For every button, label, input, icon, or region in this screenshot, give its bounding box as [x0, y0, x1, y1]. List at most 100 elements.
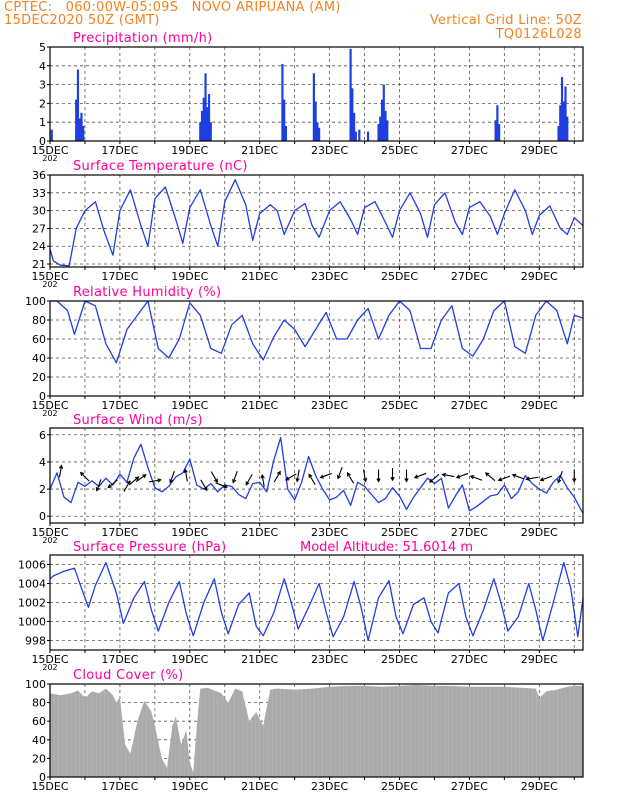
wind-arrow: [273, 470, 281, 483]
y-tick-label: 0: [39, 771, 46, 784]
wind-arrow: [210, 471, 218, 484]
wind-arrow-shaft: [470, 475, 483, 481]
precip-bar: [386, 120, 389, 141]
precip-bar: [75, 99, 78, 141]
wind-arrow-shaft: [526, 476, 539, 480]
y-tick-label: 1004: [18, 578, 46, 591]
wind-arrow-shaft: [429, 473, 440, 483]
wind-arrow-head: [183, 468, 188, 474]
header-station: CPTEC: 060:00W-05:09S NOVO ARIPUANA (AM): [4, 0, 341, 15]
cloud-cover-area: [50, 684, 583, 777]
panel-annotation: Model Altitude: 51.6014 m: [300, 540, 473, 555]
precip-bar: [379, 116, 382, 141]
panel-title: Surface Wind (m/s): [73, 413, 203, 428]
x-tick-label: 15DEC: [31, 399, 68, 412]
wind-arrow-head: [142, 474, 147, 479]
x-tick-label: 21DEC: [241, 526, 278, 539]
precip-bar: [564, 86, 567, 141]
wind-arrow-head: [134, 476, 140, 481]
wind-arrow: [200, 479, 208, 492]
y-tick-label: 100: [25, 678, 46, 691]
x-tick-label: 21DEC: [241, 653, 278, 666]
precip-bar: [202, 97, 205, 141]
wind-arrow-shaft: [362, 469, 367, 482]
precip-bar: [560, 77, 564, 141]
wind-arrow-shaft: [148, 479, 161, 483]
wind-arrow-head: [276, 470, 281, 476]
x-tick-label: 29DEC: [521, 526, 558, 539]
wind-arrow-head: [284, 476, 290, 481]
wind-arrow-head: [260, 473, 265, 479]
precip-bar: [80, 112, 83, 141]
wind-arrow: [58, 464, 64, 478]
y-tick-label: 36: [32, 169, 46, 182]
x-tick-label: 25DEC: [381, 270, 418, 283]
wind-arrow: [107, 479, 118, 489]
x-tick-label: 27DEC: [451, 270, 488, 283]
y-tick-label: 100: [25, 295, 46, 308]
x-tick-label: 23DEC: [311, 653, 348, 666]
wind-arrow: [232, 471, 238, 484]
wind-arrow-head: [525, 476, 530, 481]
precip-bar: [312, 73, 315, 141]
wind-arrow-head: [469, 475, 475, 480]
x-year-label-clipped: 202: [42, 663, 57, 672]
wind-arrow: [336, 466, 343, 480]
y-tick-label: 0: [39, 135, 46, 148]
wind-arrow-shaft: [273, 471, 281, 483]
precip-bar: [316, 122, 319, 141]
wind-arrow: [135, 474, 147, 483]
precip-bar: [354, 131, 357, 141]
wind-arrow-head: [428, 478, 434, 483]
wind-arrow-shaft: [498, 475, 511, 481]
x-tick-label: 27DEC: [451, 526, 488, 539]
x-tick-label: 25DEC: [381, 526, 418, 539]
y-tick-label: 0: [39, 510, 46, 523]
wind-arrow-head: [308, 473, 313, 478]
precip-bar: [206, 107, 209, 141]
y-tick-label: 5: [39, 41, 46, 54]
wind-arrow: [284, 473, 297, 481]
y-tick-label: 60: [32, 333, 46, 346]
wind-arrow: [215, 482, 228, 489]
wind-arrow-shaft: [245, 474, 253, 486]
precip-bar: [352, 112, 356, 141]
wind-arrow-head: [511, 473, 517, 478]
x-tick-label: 19DEC: [171, 399, 208, 412]
wind-arrow-shaft: [347, 472, 355, 484]
wind-arrow-head: [455, 474, 461, 479]
precip-bar: [498, 124, 501, 141]
wind-arrow: [347, 472, 355, 484]
x-tick-label: 29DEC: [521, 653, 558, 666]
y-tick-label: 998: [25, 635, 46, 648]
wind-arrow: [413, 472, 427, 479]
precip-bar: [351, 88, 354, 141]
wind-arrow-head: [58, 464, 64, 470]
wind-arrow-head: [295, 477, 300, 483]
wind-arrow-head: [484, 472, 490, 477]
precip-bar: [358, 129, 361, 141]
wind-arrow-shaft: [169, 471, 175, 483]
panel-title: Cloud Cover (%): [73, 668, 183, 683]
x-tick-label: 17DEC: [101, 526, 138, 539]
wind-arrow-shaft: [512, 474, 525, 480]
wind-arrow: [511, 473, 525, 480]
wind-arrow-head: [95, 487, 100, 492]
series-line: [50, 300, 584, 364]
x-tick-label: 23DEC: [311, 399, 348, 412]
y-tick-label: 33: [32, 187, 46, 200]
y-tick-label: 20: [32, 752, 46, 765]
y-tick-label: 30: [32, 205, 46, 218]
y-tick-label: 1006: [18, 559, 46, 572]
precip-bar: [78, 118, 81, 141]
wind-arrow-shaft: [58, 465, 63, 478]
x-tick-label: 27DEC: [451, 399, 488, 412]
x-tick-label: 27DEC: [451, 780, 488, 793]
y-tick-label: 0: [39, 390, 46, 403]
precip-bar: [566, 116, 569, 141]
wind-arrow-head: [169, 478, 174, 484]
wind-arrow-shaft: [128, 476, 139, 486]
x-tick-label: 17DEC: [101, 399, 138, 412]
wind-arrow-head: [441, 472, 447, 478]
